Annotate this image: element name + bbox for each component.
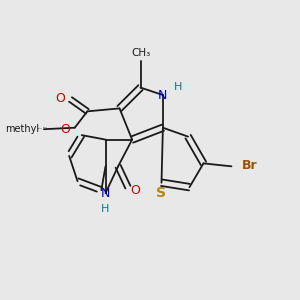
Text: Br: Br (242, 159, 258, 172)
Text: N: N (158, 88, 168, 101)
Text: H: H (101, 204, 110, 214)
Text: O: O (130, 184, 140, 196)
Text: methyl: methyl (5, 124, 39, 134)
Text: O: O (55, 92, 65, 105)
Text: O: O (60, 123, 70, 136)
Text: S: S (156, 186, 166, 200)
Text: methyl: methyl (43, 127, 47, 128)
Text: methyl: methyl (38, 128, 43, 129)
Text: H: H (174, 82, 182, 92)
Text: N: N (101, 187, 110, 200)
Text: CH₃: CH₃ (131, 48, 150, 59)
